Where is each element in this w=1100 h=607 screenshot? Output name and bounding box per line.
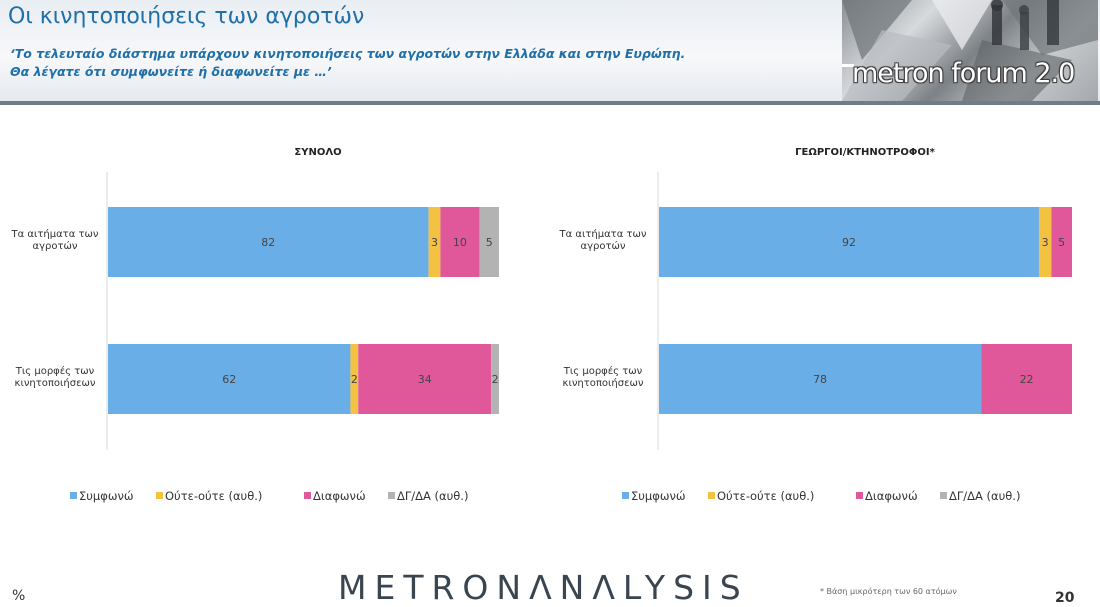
logo-text: metron forum 2.0 [852,58,1075,89]
bar-segment [358,344,492,414]
logo-accent-line [842,64,854,67]
legend-label: Ούτε-ούτε (αυθ.) [165,489,262,503]
base-footnote: * Βάση μικρότερη των 60 ατόμων [820,587,957,596]
legend-swatch [856,492,863,499]
logo-photo-icon [842,0,1098,101]
data-label: 78 [813,373,827,386]
data-label: 2 [492,373,499,386]
category-label: αγροτών [33,240,78,252]
bar-segment [1038,207,1052,277]
legend-swatch [708,492,715,499]
subtitle-line-2: Θα λέγατε ότι συμφωνείτε ή διαφωνείτε με… [10,64,332,79]
bar-segment [108,207,429,277]
legend-swatch [156,492,163,499]
subtitle-line-1: ‘Το τελευταίο διάστημα υπάρχουν κινητοπο… [10,46,686,61]
slide-title: Οι κινητοποιήσεις των αγροτών [8,4,365,29]
legend-label: Διαφωνώ [865,489,918,503]
bar-segment [440,207,480,277]
data-label: 5 [486,236,493,249]
category-label: Τα αιτήματα των [559,228,647,240]
metron-forum-logo: metron forum 2.0 [842,0,1098,101]
data-label: 92 [842,236,856,249]
data-label: 2 [351,373,358,386]
legend-label: Συμφωνώ [79,489,134,503]
category-label: Τα αιτήματα των [11,228,99,240]
page-number: 20 [1055,590,1075,606]
legend-label: Συμφωνώ [631,489,686,503]
data-label: 3 [1042,236,1049,249]
data-label: 10 [453,236,467,249]
legend-label: ΔΓ/ΔΑ (αυθ.) [949,489,1020,503]
legend-label: ΔΓ/ΔΑ (αυθ.) [397,489,468,503]
data-label: 22 [1020,373,1034,386]
data-label: 34 [418,373,432,386]
legend-label: Διαφωνώ [313,489,366,503]
data-label: 82 [261,236,275,249]
bar-segment [1051,207,1072,277]
category-label: Τις μορφές των [15,365,95,377]
data-label: 62 [222,373,236,386]
legend-swatch [304,492,311,499]
metron-analysis-brand: METRONΛNΛLYSIS [338,568,749,607]
data-label: 5 [1058,236,1065,249]
category-label: κινητοποιήσεων [15,377,96,389]
category-label: αγροτών [581,240,626,252]
category-label: κινητοποιήσεων [563,377,644,389]
chart-title: ΓΕΩΡΓΟΙ/ΚΤΗΝΟΤΡΟΦΟΙ* [795,147,935,158]
legend-swatch [70,492,77,499]
legend-swatch [622,492,629,499]
bar-segment [981,344,1072,414]
bar-segment [350,344,359,414]
bar-segment [491,344,499,414]
slide-subtitle: ‘Το τελευταίο διάστημα υπάρχουν κινητοπο… [10,45,820,81]
legend-label: Ούτε-ούτε (αυθ.) [717,489,814,503]
category-label: Τις μορφές των [563,365,643,377]
legend-swatch [940,492,947,499]
bar-segment [479,207,499,277]
data-label: 3 [431,236,438,249]
bar-segment [659,207,1039,277]
header-divider [0,101,1100,105]
legend-swatch [388,492,395,499]
bar-segment [108,344,351,414]
chart-title: ΣΥΝΟΛΟ [294,147,341,158]
bar-segment [659,344,982,414]
slide-header: Οι κινητοποιήσεις των αγροτών ‘Το τελευτ… [0,0,1100,104]
unit-label: % [12,588,26,604]
bar-segment [428,207,441,277]
